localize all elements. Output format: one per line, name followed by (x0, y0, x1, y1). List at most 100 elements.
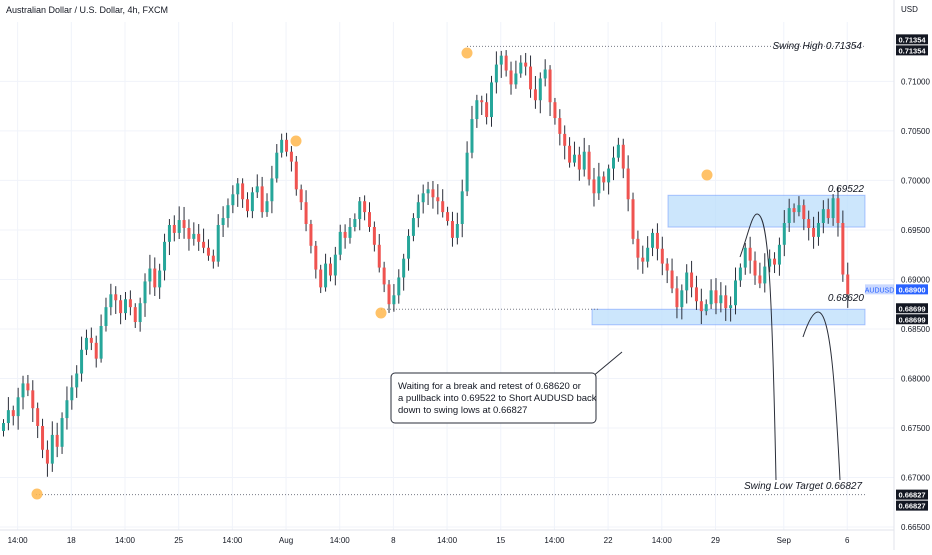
candle-body-down (377, 244, 381, 268)
candle-body-down (382, 267, 386, 285)
candle (138, 297, 142, 332)
candle-body-down (197, 233, 201, 242)
candle (363, 195, 367, 221)
candle-body-up (275, 152, 279, 179)
candle (353, 213, 357, 232)
candle (382, 261, 386, 293)
candle-body-up (397, 277, 401, 296)
candle-body-down (187, 227, 191, 239)
candle (402, 253, 406, 291)
x-tick-label: 8 (391, 536, 396, 545)
candle-body-up (124, 299, 127, 314)
candle (607, 164, 611, 195)
candle (646, 236, 650, 268)
candle-body-up (255, 186, 259, 193)
candle-body-down (665, 263, 669, 271)
candle (275, 144, 279, 183)
y-tick-label: 0.67000 (901, 473, 930, 482)
candle-body-up (543, 69, 547, 79)
candle (768, 249, 772, 273)
candle (84, 329, 88, 356)
candle (651, 228, 655, 257)
swing-high-label: Swing High 0.71354 (772, 41, 862, 52)
candle-body-up (221, 218, 225, 225)
candle-body-down (304, 202, 308, 224)
candle (319, 264, 323, 294)
candle-body-up (104, 307, 108, 326)
candle-body-up (167, 224, 171, 242)
candle (343, 224, 347, 249)
candle-body-up (729, 305, 733, 309)
candle (265, 193, 269, 217)
note-box (390, 372, 597, 424)
candle (16, 387, 20, 430)
price-tag-text: 0.66827 (898, 491, 925, 500)
candle-body-up (709, 290, 713, 305)
candle-body-up (84, 337, 88, 350)
candle (494, 51, 498, 94)
candle-body-down (89, 337, 93, 343)
x-tick-label: 29 (711, 536, 720, 545)
candle-body-down (699, 301, 703, 312)
level-lines (36, 45, 866, 496)
candle-body-down (206, 247, 210, 256)
candle (685, 264, 689, 304)
candle-body-down (172, 224, 176, 233)
price-tag-text: 0.68900 (898, 285, 925, 294)
candle-body-down (202, 241, 206, 248)
candle-body-up (499, 55, 503, 65)
candle-body-up (6, 410, 10, 424)
candle-body-up (138, 303, 142, 323)
candle (831, 194, 835, 226)
candle-body-down (294, 161, 298, 190)
candle-body-down (41, 426, 45, 450)
grid (0, 22, 894, 530)
candle (436, 184, 440, 215)
candle-body-down (246, 199, 249, 212)
candle (597, 162, 601, 200)
price-tag-text: 0.66827 (898, 502, 925, 511)
candle-body-up (280, 139, 284, 153)
candle (36, 402, 40, 439)
candle (358, 196, 362, 231)
candle (543, 59, 547, 87)
candle (699, 288, 703, 325)
x-tick-label: 14:00 (544, 536, 565, 545)
candle (738, 263, 742, 287)
candle (226, 198, 230, 228)
candle (89, 327, 93, 351)
candle-body-down (211, 255, 215, 262)
candle-body-up (821, 209, 825, 224)
candle-body-down (128, 299, 132, 308)
candle-body-up (402, 258, 406, 278)
note-callout: Waiting for a break and retest of 0.6862… (390, 372, 597, 424)
candle-body-down (182, 220, 186, 228)
x-tick-label: Sep (777, 536, 792, 545)
candle-body-down (563, 133, 567, 146)
candle (133, 303, 137, 328)
candle-body-down (509, 70, 513, 85)
candle-body-up (265, 201, 269, 213)
candle (719, 282, 723, 313)
candle-body-down (314, 245, 318, 270)
candle-body-down (660, 248, 664, 264)
price-tag-text: 0.68699 (898, 304, 925, 313)
candle (45, 440, 49, 477)
candle (577, 146, 581, 181)
candle (411, 213, 415, 242)
candle-body-down (631, 199, 635, 239)
candle-body-down (621, 144, 625, 169)
candle (270, 165, 274, 214)
candle-body-up (192, 233, 196, 239)
candle-body-up (80, 349, 84, 374)
candle-body-up (158, 270, 162, 288)
candle-body-up (407, 235, 411, 259)
price-tag-support-1: 0.68699 (896, 303, 928, 314)
candle (11, 405, 15, 426)
candle-body-up (797, 205, 801, 213)
candle (372, 221, 376, 252)
price-tag-swing-high-2: 0.71354 (896, 45, 928, 56)
candle-body-up (816, 223, 820, 237)
